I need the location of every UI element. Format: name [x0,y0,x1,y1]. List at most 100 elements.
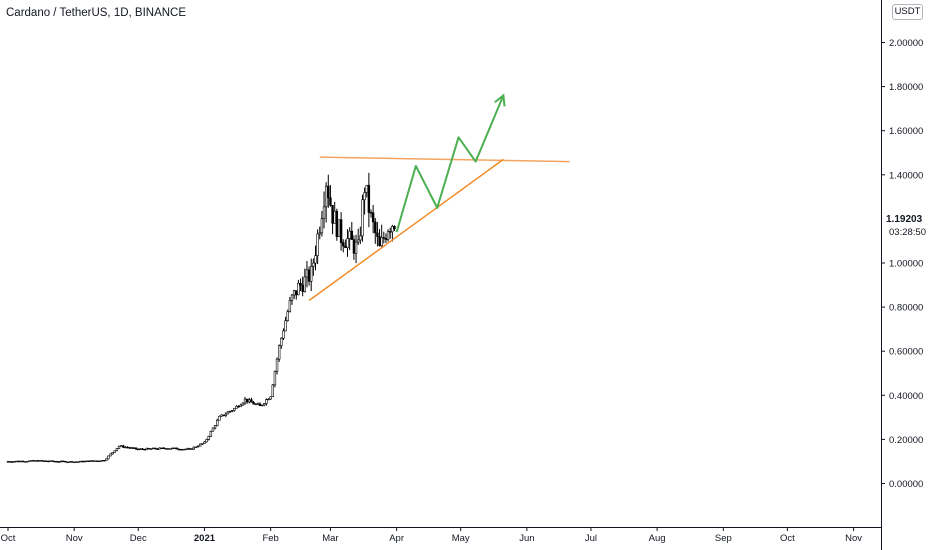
candle-body [288,300,292,312]
candle-body [365,184,368,193]
candle-body [356,239,360,243]
candle-body [382,237,386,239]
currency-badge[interactable]: USDT [892,4,923,20]
candle-body [248,399,251,403]
candle-body [367,184,371,213]
candle-body [252,401,255,405]
candle-body [55,461,59,463]
candle-body [371,212,375,223]
candle-body [147,447,151,450]
candle-body [384,238,388,240]
candle-body [337,219,341,238]
candle-body [254,403,257,406]
candle-body [166,448,170,450]
candle-body [119,445,123,447]
candle-body [152,447,155,450]
candle-body [83,460,87,463]
candle-body [201,443,204,445]
x-tick-label: Oct [780,533,795,544]
candle-body [374,221,377,234]
candle-body [205,439,208,443]
candle-body [376,232,379,237]
candle-body [290,294,294,301]
candle-body [15,460,18,463]
y-tick-label: 2.00000 [889,38,923,49]
candle-body [160,447,163,449]
candle-body [344,245,347,249]
candle-body [286,311,289,321]
candle-body [380,237,383,247]
candle-body [198,443,202,447]
candle-body [158,447,161,450]
candle-body [126,446,129,449]
candle-body [393,226,396,230]
x-tick-label: Jul [585,533,597,544]
candle-body [386,231,390,240]
x-tick-label: Oct [1,533,16,544]
candle-body [149,448,153,450]
candle-body [194,446,198,448]
candle-body [53,460,57,463]
candle-body [156,448,159,450]
candle-body [222,414,225,417]
candle-body [115,448,119,452]
candle-body [77,461,80,463]
candle-body [305,269,309,278]
candle-body [307,269,311,282]
candle-body [260,404,264,407]
candle-body [162,447,166,450]
candle-body [318,232,321,235]
resistance-trendline [319,156,570,163]
candle-body [11,461,14,463]
candle-body [361,199,364,237]
candle-body [239,404,242,408]
candle-body [96,460,99,462]
candle-body [310,266,313,282]
candle-body [295,290,298,296]
x-tick-label: Mar [322,533,338,544]
x-tick-label: May [452,533,470,544]
candle-body [335,210,339,238]
candle-body [331,205,334,224]
candle-body [333,210,336,224]
candle-body [60,460,63,463]
candle-body [188,448,191,450]
candle-body [8,461,12,463]
candle-body [292,290,296,296]
candle-body [43,460,46,462]
candle-body [363,192,366,201]
candle-body [171,447,174,450]
candle-body [49,460,52,462]
candle-body [224,413,228,416]
y-tick-label: 0.80000 [889,303,923,314]
candle-body [354,241,358,254]
candle-body [211,427,215,432]
candle-body [34,460,37,462]
candle-body [141,448,144,450]
candle-body [23,461,27,463]
candle-body [186,448,189,450]
candle-body [173,447,176,450]
candle-body [184,448,187,451]
candle-body [273,371,277,386]
candle-body [213,425,217,429]
candle-body [105,458,108,462]
y-tick-label: 1.40000 [889,170,923,181]
y-tick-label: 0.00000 [889,479,923,490]
candle-body [94,460,97,462]
candle-body [181,448,185,451]
candle-body [137,448,140,451]
candle-body [280,337,283,347]
bar-countdown: 03:28:50 [889,227,926,238]
candle-body [303,276,307,292]
candle-body [134,447,138,450]
candle-body [122,445,125,448]
candle-body [40,460,44,462]
x-tick-label: Nov [66,533,83,544]
candle-body [145,447,148,451]
candle-body [226,411,230,415]
candle-body [190,448,193,450]
candle-body [267,398,270,401]
candle-body [320,218,324,234]
